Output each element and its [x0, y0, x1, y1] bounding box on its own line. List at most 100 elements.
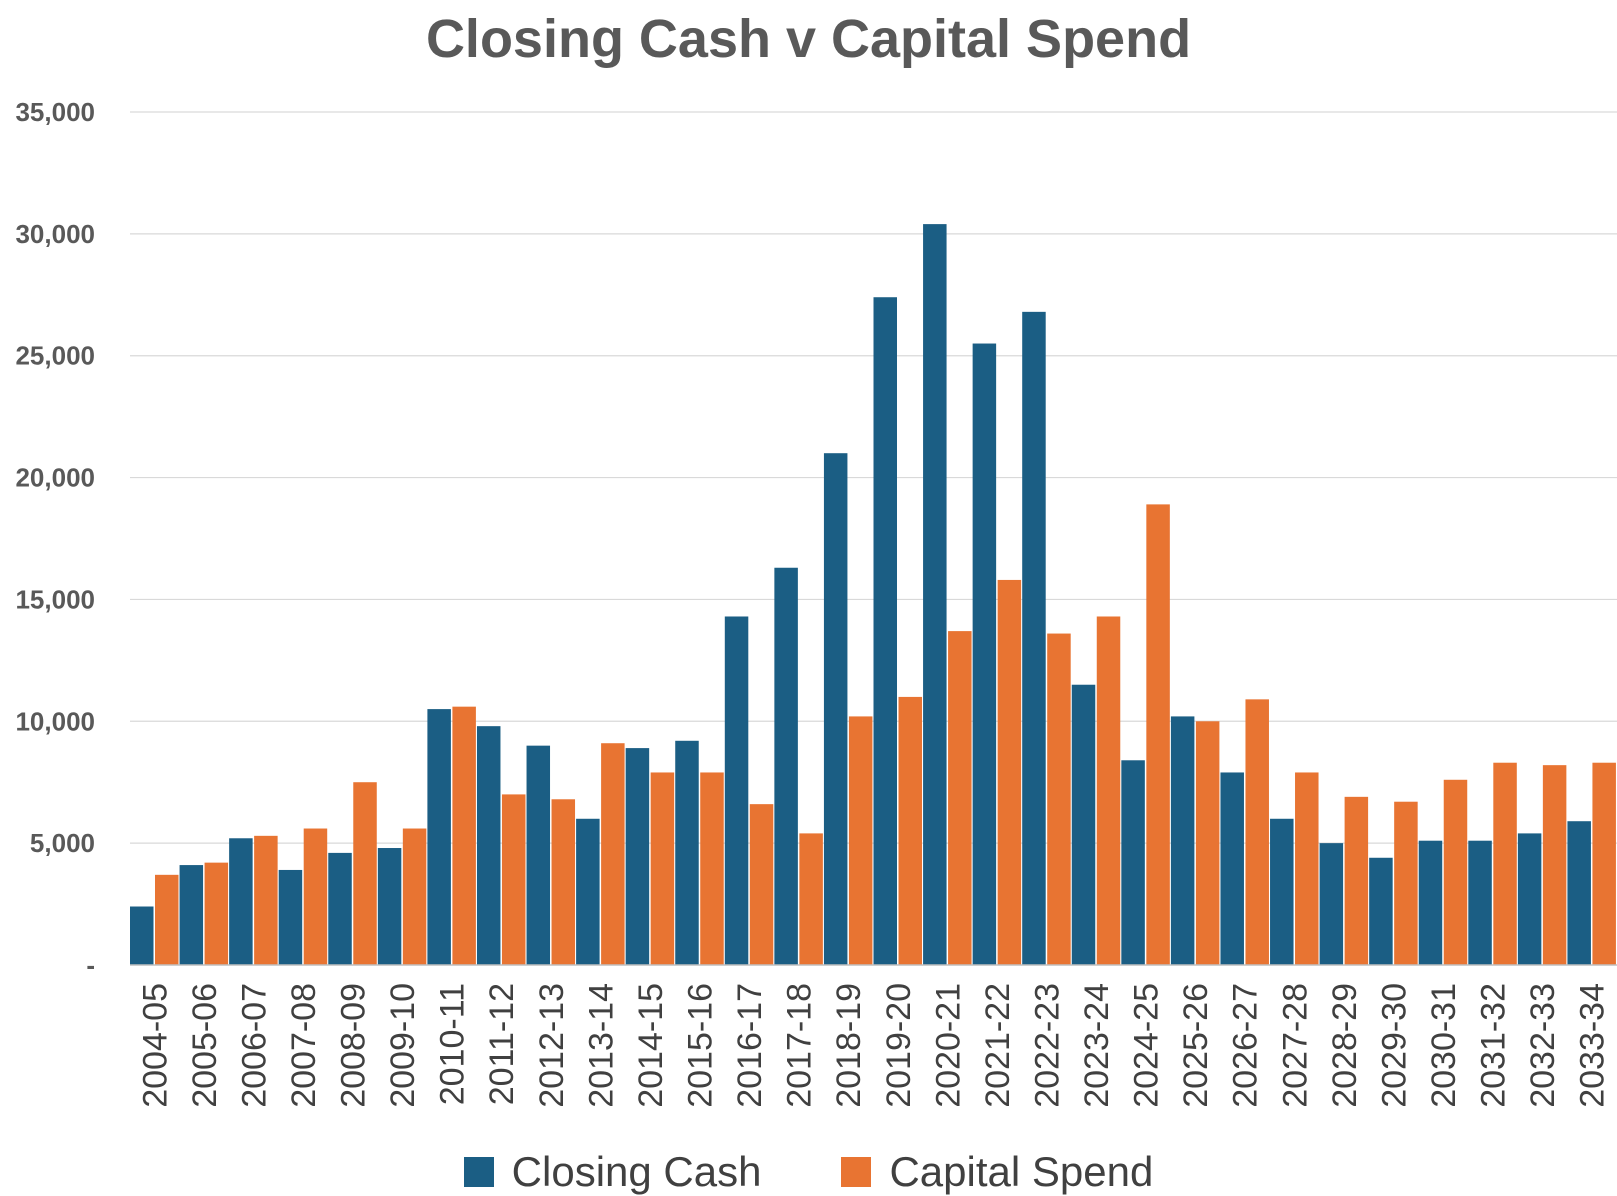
- bar-closing-cash: [1071, 684, 1096, 965]
- x-tick-label: 2008-09: [335, 983, 373, 1108]
- y-tick-label: -: [86, 950, 95, 980]
- bar-capital-spend: [1295, 772, 1319, 965]
- x-tick-label: 2021-22: [979, 983, 1017, 1108]
- x-tick-label: 2005-06: [186, 983, 224, 1108]
- x-tick-label: 2033-34: [1574, 983, 1612, 1108]
- y-tick-label: 35,000: [15, 97, 95, 127]
- bar-closing-cash: [526, 745, 551, 965]
- bar-closing-cash: [1517, 833, 1542, 965]
- chart-plot: - 5,000 10,000 15,000 20,000 25,000 30,000 35,0…: [15, 97, 1617, 1108]
- bar-capital-spend: [650, 772, 675, 965]
- bar-closing-cash: [1170, 716, 1195, 965]
- bar-closing-cash: [823, 453, 848, 965]
- bar-capital-spend: [155, 874, 179, 965]
- bar-capital-spend: [402, 828, 427, 965]
- y-tick-label: 20,000: [15, 463, 95, 493]
- bar-capital-spend: [254, 835, 278, 965]
- x-tick-label: 2016-17: [731, 983, 769, 1108]
- bar-closing-cash: [675, 740, 699, 965]
- bar-capital-spend: [997, 579, 1022, 965]
- bar-closing-cash: [774, 567, 798, 965]
- bar-closing-cash: [1319, 843, 1344, 965]
- bar-capital-spend: [1146, 504, 1170, 965]
- bar-closing-cash: [1270, 818, 1294, 965]
- x-tick-label: 2011-12: [483, 983, 521, 1105]
- bar-capital-spend: [799, 833, 823, 965]
- legend-swatch-closing-cash: [463, 1157, 494, 1187]
- bar-closing-cash: [923, 224, 947, 965]
- x-tick-label: 2006-07: [235, 983, 273, 1108]
- bar-capital-spend: [204, 862, 229, 965]
- x-tick-label: 2019-20: [880, 983, 918, 1108]
- y-tick-label: 30,000: [15, 219, 95, 249]
- bar-capital-spend: [1592, 762, 1616, 965]
- x-tick-label: 2017-18: [781, 983, 819, 1108]
- x-tick-label: 2013-14: [582, 983, 620, 1108]
- bar-capital-spend: [848, 716, 873, 965]
- bar-closing-cash: [130, 906, 154, 965]
- bar-closing-cash: [229, 838, 253, 965]
- bar-closing-cash: [1121, 760, 1145, 965]
- x-tick-label: 2014-15: [632, 983, 670, 1108]
- x-tick-label: 2010-11: [434, 983, 472, 1105]
- x-tick-label: 2029-30: [1375, 983, 1413, 1108]
- bar-capital-spend: [1245, 699, 1269, 965]
- bar-closing-cash: [873, 297, 897, 965]
- bar-closing-cash: [972, 343, 997, 965]
- x-tick-label: 2024-25: [1128, 983, 1166, 1108]
- bar-capital-spend: [353, 782, 377, 965]
- legend-item-closing-cash: Closing Cash: [463, 1148, 762, 1196]
- x-tick-label: 2027-28: [1276, 983, 1314, 1108]
- x-tick-label: 2023-24: [1078, 983, 1116, 1108]
- bar-capital-spend: [1344, 796, 1369, 965]
- x-tick-label: 2012-13: [533, 983, 571, 1108]
- bar-closing-cash: [1220, 772, 1244, 965]
- bar-closing-cash: [1418, 840, 1443, 965]
- x-tick-label: 2025-26: [1177, 983, 1215, 1108]
- x-tick-label: 2026-27: [1227, 983, 1265, 1108]
- bar-capital-spend: [501, 794, 526, 965]
- bar-closing-cash: [328, 852, 352, 965]
- x-tick-label: 2028-29: [1326, 983, 1364, 1108]
- bar-closing-cash: [576, 818, 600, 965]
- bar-capital-spend: [1195, 721, 1220, 965]
- bar-capital-spend: [948, 631, 972, 965]
- bar-capital-spend: [1443, 779, 1468, 965]
- bar-closing-cash: [476, 726, 501, 965]
- chart-legend: Closing Cash Capital Spend: [0, 1148, 1617, 1196]
- x-tick-label: 2030-31: [1425, 983, 1463, 1108]
- x-tick-label: 2004-05: [136, 983, 174, 1108]
- bar-closing-cash: [1468, 840, 1492, 965]
- bar-capital-spend: [601, 743, 625, 965]
- legend-label-capital-spend: Capital Spend: [889, 1148, 1154, 1195]
- bar-closing-cash: [278, 869, 303, 965]
- bar-capital-spend: [303, 828, 328, 965]
- bar-capital-spend: [700, 772, 724, 965]
- bar-capital-spend: [749, 804, 774, 965]
- bar-closing-cash: [1567, 821, 1591, 965]
- bar-closing-cash: [724, 616, 749, 965]
- bar-capital-spend: [1047, 633, 1071, 965]
- y-tick-label: 10,000: [15, 706, 95, 736]
- x-tick-label: 2032-33: [1524, 983, 1562, 1108]
- y-tick-label: 15,000: [15, 584, 95, 614]
- legend-swatch-capital-spend: [841, 1157, 872, 1187]
- bar-closing-cash: [179, 865, 204, 965]
- x-tick-label: 2018-19: [830, 983, 868, 1108]
- bar-closing-cash: [625, 748, 650, 965]
- x-tick-label: 2020-21: [929, 983, 967, 1108]
- bar-capital-spend: [898, 696, 922, 965]
- bar-closing-cash: [1369, 857, 1393, 965]
- legend-label-closing-cash: Closing Cash: [511, 1148, 762, 1195]
- bar-capital-spend: [1096, 616, 1121, 965]
- x-tick-label: 2007-08: [285, 983, 323, 1108]
- bar-capital-spend: [1542, 765, 1567, 965]
- bar-closing-cash: [427, 709, 451, 965]
- x-tick-label: 2031-32: [1475, 983, 1513, 1108]
- x-tick-label: 2015-16: [681, 983, 719, 1108]
- x-tick-label: 2022-23: [1028, 983, 1066, 1108]
- bar-closing-cash: [1022, 311, 1046, 965]
- legend-item-capital-spend: Capital Spend: [841, 1148, 1153, 1196]
- bar-capital-spend: [551, 799, 576, 965]
- bar-closing-cash: [377, 848, 402, 965]
